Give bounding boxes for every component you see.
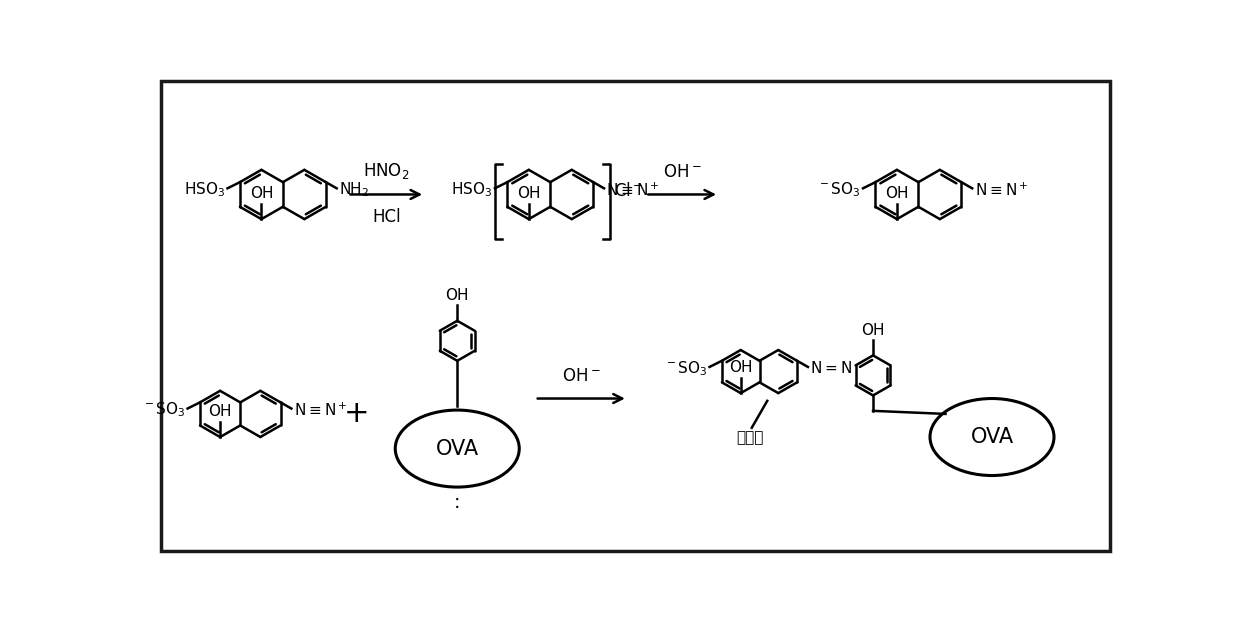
Text: OVA: OVA — [971, 427, 1013, 447]
Text: OH: OH — [885, 187, 909, 202]
Text: :: : — [454, 493, 460, 512]
Text: NH$_2$: NH$_2$ — [339, 180, 370, 199]
FancyBboxPatch shape — [161, 81, 1110, 551]
Text: N$\equiv$N$^+$: N$\equiv$N$^+$ — [975, 181, 1028, 198]
Text: HCl: HCl — [372, 208, 401, 227]
Text: N$\equiv$N$^+$: N$\equiv$N$^+$ — [294, 401, 347, 419]
Text: OH$^-$: OH$^-$ — [663, 163, 702, 182]
Text: +: + — [343, 399, 370, 428]
Text: HSO$_3$: HSO$_3$ — [184, 180, 226, 199]
Text: OH: OH — [249, 187, 273, 202]
Text: $^-$SO$_3$: $^-$SO$_3$ — [663, 359, 707, 378]
Text: OH: OH — [517, 187, 541, 202]
Text: N$\equiv$N$^+$: N$\equiv$N$^+$ — [606, 181, 660, 198]
Text: OH$^-$: OH$^-$ — [562, 367, 600, 386]
Text: N$=$N: N$=$N — [810, 361, 852, 376]
Text: 标记物: 标记物 — [737, 430, 764, 445]
Text: HSO$_3$: HSO$_3$ — [451, 180, 492, 199]
Text: HNO$_2$: HNO$_2$ — [363, 161, 409, 181]
Text: $^-$SO$_3$: $^-$SO$_3$ — [817, 180, 861, 199]
Text: $^-$SO$_3$: $^-$SO$_3$ — [141, 401, 185, 419]
Text: OH: OH — [862, 322, 885, 337]
Text: Cl$^-$: Cl$^-$ — [614, 182, 642, 200]
Text: OH: OH — [445, 288, 469, 303]
Text: OVA: OVA — [435, 439, 479, 459]
Text: OH: OH — [729, 361, 753, 376]
Text: OH: OH — [208, 404, 232, 419]
